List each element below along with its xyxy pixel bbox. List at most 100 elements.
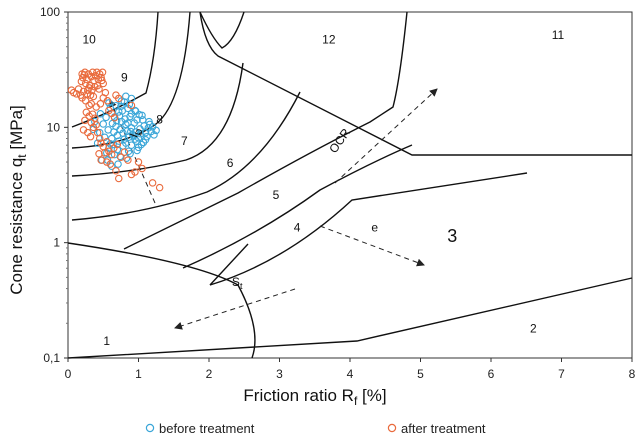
x-tick-label: 3 (276, 367, 283, 381)
point-before-treatment (138, 116, 147, 124)
point-before-treatment (104, 126, 112, 134)
point-after-treatment (87, 118, 96, 127)
zone-boundary-line (209, 243, 249, 286)
point-before-treatment (96, 110, 105, 118)
legend-item-after: after treatment (387, 421, 486, 436)
y-axis-title: Cone resistance qt [MPa] (7, 105, 29, 295)
point-after-treatment (79, 126, 88, 134)
y-tick-label: 1 (53, 236, 60, 250)
point-before-treatment (114, 160, 122, 168)
point-after-treatment (101, 88, 110, 97)
point-before-treatment (131, 106, 139, 115)
point-before-treatment (141, 136, 150, 144)
point-before-treatment (99, 120, 108, 128)
point-after-treatment (95, 150, 103, 158)
legend-item-before: before treatment (145, 421, 255, 436)
point-before-treatment (93, 139, 102, 147)
trend-label: St (232, 275, 243, 291)
point-before-treatment (136, 129, 145, 138)
point-before-treatment (109, 140, 117, 149)
point-after-treatment (117, 153, 125, 162)
point-after-treatment (113, 140, 122, 149)
zone-boundary-line (71, 62, 244, 177)
point-before-treatment (107, 162, 116, 170)
point-after-treatment (82, 108, 91, 117)
trend-label: OCR (326, 126, 353, 156)
point-after-treatment (92, 103, 100, 111)
zone-label: 10 (82, 32, 96, 46)
zone-boundary-line (67, 242, 256, 359)
point-after-treatment (120, 148, 129, 156)
x-tick-label: 7 (558, 367, 565, 381)
zone-label: 6 (227, 156, 234, 170)
point-before-treatment (103, 149, 111, 157)
point-before-treatment (124, 119, 132, 127)
point-after-treatment (95, 134, 104, 143)
point-before-treatment (118, 107, 127, 115)
y-tick-label: 0,1 (43, 351, 60, 365)
point-after-treatment (89, 123, 98, 132)
point-before-treatment (120, 135, 129, 143)
point-after-treatment (127, 101, 136, 110)
point-before-treatment (102, 113, 110, 122)
zone-label: 5 (273, 188, 280, 202)
point-after-treatment (81, 68, 89, 77)
zone-label: 4 (294, 221, 301, 235)
legend-label-before: before treatment (159, 421, 255, 436)
x-tick-label: 4 (347, 367, 354, 381)
data-points (67, 68, 164, 192)
zone-boundaries (67, 11, 633, 359)
point-after-treatment (85, 101, 93, 110)
zone-label: 8 (156, 112, 163, 126)
trend-label: ID (126, 125, 145, 140)
point-after-treatment (103, 97, 112, 105)
point-after-treatment (93, 81, 102, 90)
zone-label: 12 (322, 32, 336, 46)
point-before-treatment (122, 92, 130, 100)
x-tick-label: 1 (135, 367, 142, 381)
point-after-treatment (107, 150, 116, 159)
point-after-treatment (148, 179, 157, 187)
point-after-treatment (86, 132, 95, 141)
zone-boundary-line (209, 172, 528, 286)
zone-boundary-line (199, 11, 245, 49)
point-after-treatment (103, 158, 111, 166)
point-before-treatment (105, 99, 113, 107)
zone-boundary-line (123, 11, 408, 250)
zone-label: 11 (552, 28, 565, 42)
point-after-treatment (100, 149, 109, 157)
point-after-treatment (138, 164, 146, 173)
point-after-treatment (86, 91, 95, 99)
trend-label: e (371, 220, 378, 234)
zone-label: 1 (103, 334, 110, 348)
legend: before treatment after treatment (145, 421, 486, 436)
point-before-treatment (146, 120, 154, 129)
point-after-treatment (134, 158, 143, 166)
zone-label: 2 (530, 322, 537, 336)
legend-marker-after (387, 423, 397, 433)
y-tick-label: 100 (40, 5, 60, 19)
point-before-treatment (137, 140, 146, 149)
point-after-treatment (72, 90, 81, 98)
x-tick-label: 0 (65, 367, 72, 381)
point-after-treatment (95, 85, 103, 93)
x-tick-label: 5 (417, 367, 424, 381)
point-after-treatment (98, 68, 107, 77)
x-tick-label: 8 (629, 367, 635, 381)
point-before-treatment (127, 141, 136, 149)
point-before-treatment (133, 146, 141, 155)
trend-arrow (174, 288, 296, 330)
point-before-treatment (144, 124, 153, 132)
zone-boundary-line (71, 11, 159, 128)
x-tick-label: 2 (206, 367, 213, 381)
zone-boundary-line (67, 277, 633, 359)
point-after-treatment (124, 156, 132, 164)
point-after-treatment (103, 137, 111, 146)
trend-arrow (319, 225, 425, 267)
point-after-treatment (110, 114, 119, 122)
point-after-treatment (112, 167, 120, 175)
x-axis-title: Friction ratio Rf [%] (243, 386, 386, 408)
point-after-treatment (98, 76, 106, 85)
point-before-treatment (131, 107, 140, 115)
